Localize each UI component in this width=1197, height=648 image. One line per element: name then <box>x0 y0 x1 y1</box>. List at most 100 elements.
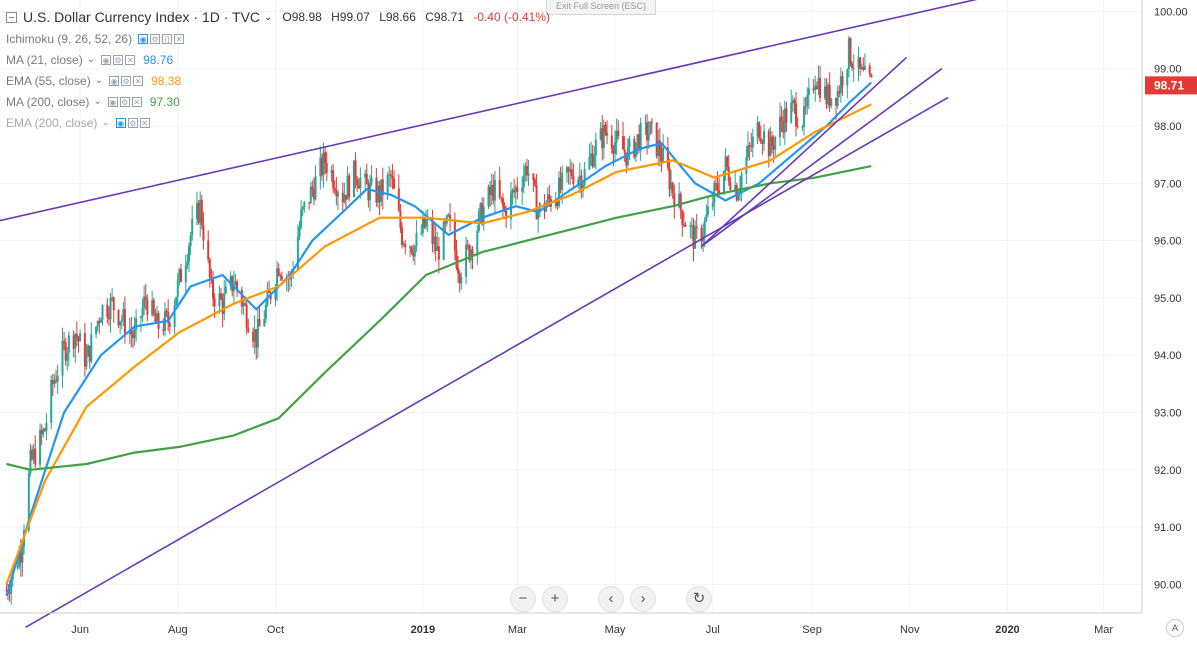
candle-body <box>314 176 317 200</box>
indicator-name[interactable]: MA (21, close) <box>6 52 83 67</box>
candle-body <box>493 180 496 201</box>
candle-body <box>45 423 48 432</box>
visibility-icon[interactable]: ◉ <box>107 96 118 107</box>
candle-body <box>716 183 719 191</box>
candle-body <box>420 233 423 235</box>
x-tick-label: Nov <box>900 624 920 636</box>
candle-body <box>479 203 482 212</box>
settings-icon[interactable]: ⚙ <box>127 117 138 128</box>
candle-body <box>300 209 303 227</box>
close-icon[interactable]: ✕ <box>139 117 150 128</box>
close-icon[interactable]: ✕ <box>174 33 185 44</box>
settings-icon[interactable]: ⚙ <box>119 96 130 107</box>
candle-body <box>276 268 279 288</box>
candle-body <box>412 252 415 257</box>
candle-body <box>242 303 245 307</box>
candle-body <box>668 167 671 190</box>
candle-body <box>503 206 506 210</box>
symbol-title[interactable]: U.S. Dollar Currency Index · 1D · TVC <box>23 9 261 25</box>
candle-body <box>803 106 806 127</box>
indicator-name[interactable]: EMA (200, close) <box>6 115 98 130</box>
candle-body <box>582 184 585 191</box>
candle-body <box>388 174 391 176</box>
auto-scale-button[interactable]: A <box>1166 619 1184 637</box>
visibility-icon[interactable]: ◉ <box>115 117 126 128</box>
candle-body <box>162 328 165 331</box>
candle-body <box>274 287 277 300</box>
y-tick-label: 95.00 <box>1154 293 1182 305</box>
candle-body <box>319 157 322 177</box>
indicator-name[interactable]: EMA (55, close) <box>6 73 91 88</box>
close-icon[interactable]: ✕ <box>133 75 144 86</box>
candle-body <box>175 297 178 306</box>
indicator-row-ema200[interactable]: EMA (200, close) ⌄ ◉ ⚙ ✕ <box>6 112 550 133</box>
chevron-down-icon[interactable]: ⌄ <box>86 54 96 65</box>
candle-body <box>509 192 512 220</box>
indicator-row-ichimoku[interactable]: Ichimoku (9, 26, 52, 26) ◉ ⚙ {} ✕ <box>6 28 550 49</box>
candle-body <box>839 76 842 94</box>
candle-body <box>348 175 351 198</box>
candle-body <box>825 86 828 105</box>
scroll-right-icon[interactable]: › <box>630 586 656 612</box>
candle-body <box>378 185 381 202</box>
chevron-down-icon[interactable]: ⌄ <box>101 117 110 128</box>
zoom-out-icon[interactable]: − <box>510 586 536 612</box>
indicator-row-ma200[interactable]: MA (200, close) ⌄ ◉ ⚙ ✕ 97.30 <box>6 91 550 112</box>
zoom-in-icon[interactable]: + <box>542 586 568 612</box>
candle-body <box>750 146 753 148</box>
candle-body <box>759 138 762 143</box>
candle-body <box>771 136 774 146</box>
candle-body <box>722 170 725 194</box>
chevron-down-icon[interactable]: ⌄ <box>93 96 102 107</box>
reset-icon[interactable]: ↻ <box>686 586 712 612</box>
candle-body <box>650 121 653 123</box>
indicator-row-ma21[interactable]: MA (21, close) ⌄ ◉ ⚙ ✕ 98.76 <box>6 49 550 70</box>
candle-body <box>364 173 367 178</box>
candle-body <box>63 340 66 343</box>
candle-body <box>535 185 538 220</box>
settings-icon[interactable]: ⚙ <box>150 33 161 44</box>
source-code-icon[interactable]: {} <box>162 33 173 44</box>
candle-body <box>426 219 429 221</box>
chevron-down-icon[interactable]: ⌄ <box>94 75 104 86</box>
candle-body <box>322 152 325 176</box>
visibility-icon[interactable]: ◉ <box>109 75 120 86</box>
candle-body <box>684 225 687 227</box>
candle-body <box>703 220 706 236</box>
candle-body <box>296 236 299 270</box>
settings-icon[interactable]: ⚙ <box>113 54 124 65</box>
indicator-name[interactable]: Ichimoku (9, 26, 52, 26) <box>6 31 133 46</box>
candle-body <box>679 193 682 211</box>
candle-body <box>601 128 604 149</box>
candle-body <box>263 318 266 327</box>
indicator-name[interactable]: MA (200, close) <box>6 94 90 109</box>
candle-body <box>706 206 709 215</box>
candle-body <box>335 190 338 197</box>
candle-body <box>823 86 826 98</box>
candle-body <box>336 192 339 197</box>
candle-body <box>513 190 516 193</box>
candle-body <box>700 228 703 242</box>
candle-body <box>208 259 211 278</box>
candle-body <box>514 187 517 193</box>
x-tick-label: Oct <box>267 624 284 636</box>
y-tick-label: 92.00 <box>1154 465 1182 477</box>
indicator-row-ema55[interactable]: EMA (55, close) ⌄ ◉ ⚙ ✕ 98.38 <box>6 70 550 91</box>
trendline <box>25 96 949 628</box>
candle-body <box>442 221 445 260</box>
exit-fullscreen-button[interactable]: Exit Full Screen (ESC) <box>546 0 656 15</box>
settings-icon[interactable]: ⚙ <box>121 75 132 86</box>
candle-body <box>868 65 871 75</box>
chevron-down-icon[interactable]: ⌄ <box>264 11 273 23</box>
close-icon[interactable]: ✕ <box>125 54 136 65</box>
visibility-icon[interactable]: ◉ <box>138 33 149 44</box>
candle-body <box>220 293 223 299</box>
scroll-left-icon[interactable]: ‹ <box>598 586 624 612</box>
candle-body <box>268 290 271 293</box>
candle-body <box>381 179 384 196</box>
collapse-icon[interactable] <box>6 11 17 23</box>
visibility-icon[interactable]: ◉ <box>101 54 112 65</box>
candle-body <box>590 153 593 158</box>
close-icon[interactable]: ✕ <box>131 96 142 107</box>
